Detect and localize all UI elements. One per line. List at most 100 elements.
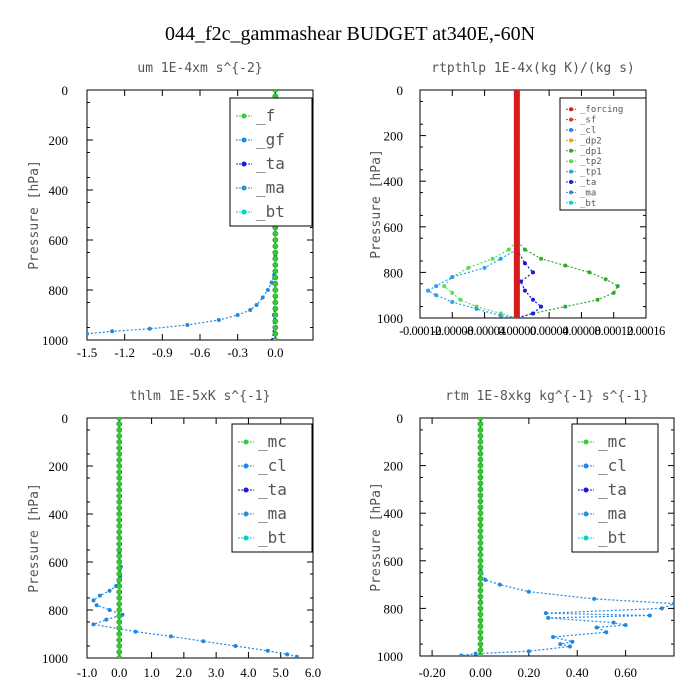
data-point-forcing [513,183,520,190]
panel-1: um 1E-4xm s^{-2} Pressure [hPa] 0 200 400 600… [27,61,314,360]
data-point-forcing [513,178,520,185]
data-point-tp2 [466,265,471,270]
data-point-cl [567,644,572,649]
y-tick-label: 800 [384,601,404,616]
legend-label: _forcing [580,105,623,115]
data-point-mc [477,569,484,576]
legend-label: _dp2 [580,136,602,146]
data-point-mc [116,631,123,637]
data-point-forcing [513,212,520,219]
y-tick-label: 1000 [377,649,403,664]
data-point-f [272,299,279,306]
data-point-mc [116,559,123,565]
legend-label: _sf [580,116,596,126]
x-tick-label: -1.0 [77,665,98,680]
data-point-cl [526,649,531,654]
legend-label: _bt [598,528,627,547]
data-point-mc [116,613,123,619]
data-point-mc [116,595,123,601]
data-point-mc [116,547,123,553]
data-point-f [272,255,279,262]
series-line-tp2 [443,90,518,318]
y-tick-label: 800 [49,603,69,618]
data-point-mc [116,418,123,421]
data-point-mc [116,517,123,523]
data-point-f [272,330,279,337]
panel-title: thlm 1E-5xK s^{-1} [130,389,271,404]
x-tick-label: 0.60 [614,665,637,680]
data-point-forcing [513,98,520,105]
legend-marker [243,511,249,517]
data-point-ta [522,288,527,293]
data-point-gf [235,313,240,317]
data-point-forcing [513,292,520,299]
data-point-cl [558,642,563,647]
data-point-forcing [513,172,520,179]
legend-marker [583,487,589,493]
data-point-cl [526,589,531,594]
data-point-mc [116,625,123,631]
data-point-forcing [513,144,520,150]
y-tick-label: 800 [384,265,404,280]
x-tick-label: -0.20 [419,665,446,680]
data-point-forcing [513,252,520,259]
data-point-mc [477,522,484,528]
data-point-tp2 [450,290,455,295]
data-point-ta [539,304,544,309]
data-point-forcing [513,132,520,139]
data-point-forcing [513,223,520,230]
x-tick-label: -0.00004 [464,324,507,338]
legend-label: _cl [598,456,627,475]
legend-marker [583,511,589,517]
data-point-mc [477,611,484,618]
data-point-cl [294,654,299,658]
data-point-gf [87,331,89,336]
x-tick-label: 0.20 [517,665,540,680]
data-point-mc [116,583,123,589]
data-point-forcing [513,189,520,196]
x-tick-label: 0.00008 [563,324,601,338]
data-point-mc [477,534,484,540]
data-point-mc [116,619,123,625]
legend-marker [569,148,573,153]
data-point-mc [477,418,484,421]
data-point-cl [623,623,628,628]
data-point-mc [116,433,123,439]
series-line-cl [91,418,298,658]
data-point-mc [116,499,123,505]
legend-label: _ta [258,480,287,499]
data-point-forcing [513,229,520,236]
data-point-ta [522,261,527,266]
legend-label: _bt [258,528,287,547]
legend-label: _bt [580,199,596,209]
data-point-cl [107,588,112,593]
panel-title: rtm 1E-8xkg kg^{-1} s^{-1} [445,389,649,404]
y-axis-label: Pressure [hPa] [369,149,384,259]
plot-frame [419,417,675,657]
data-point-mc [477,480,484,487]
y-tick-label: 0 [397,411,404,426]
data-point-mc [477,641,484,647]
data-point-mc [477,516,484,523]
data-point-gf [254,303,259,307]
data-point-forcing [513,195,520,202]
data-point-cl [570,639,575,644]
data-point-mc [477,546,484,552]
series-group [426,90,620,318]
data-point-f [272,318,279,325]
data-point-cl [659,606,664,611]
data-point-mc [477,498,484,505]
y-tick-label: 600 [384,554,404,569]
legend-marker [241,113,247,119]
data-point-mc [116,523,123,529]
y-tick-label: 200 [49,459,69,474]
legend-marker [569,190,573,195]
y-tick-label: 600 [49,233,69,248]
data-point-cl [107,608,112,612]
data-point-f [272,280,279,287]
x-tick-label: 5.0 [273,665,289,680]
series-group [91,418,299,658]
data-point-forcing [513,218,520,225]
legend-marker [241,185,247,191]
x-tick-label: 0.00000 [498,324,536,338]
